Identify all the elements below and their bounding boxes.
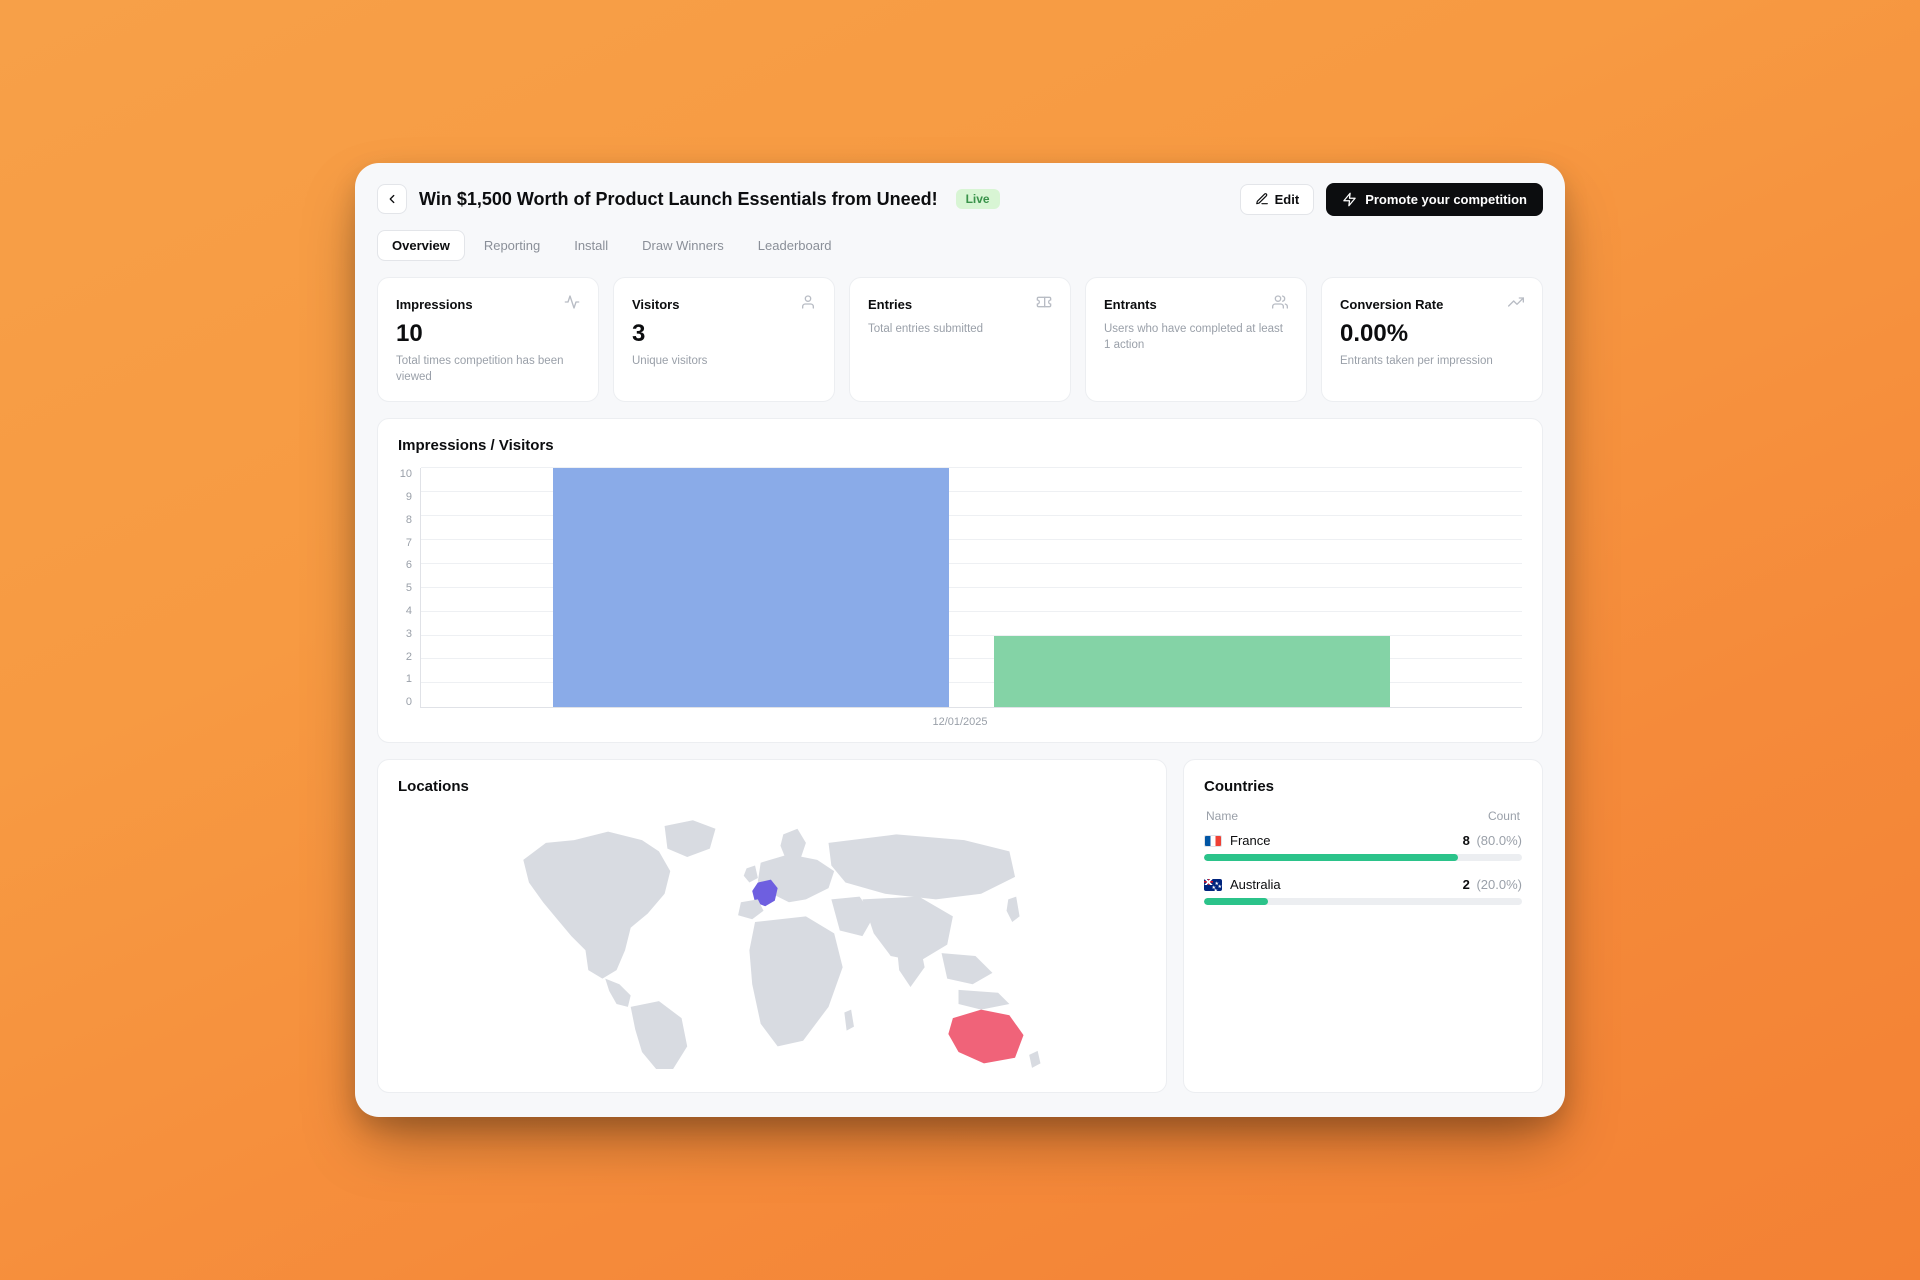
y-tick: 10 (398, 468, 412, 480)
stat-value: 3 (632, 321, 816, 347)
chart-title: Impressions / Visitors (398, 437, 1522, 454)
impressions-visitors-chart: Impressions / Visitors 109876543210 12/0… (377, 418, 1543, 743)
promote-button[interactable]: Promote your competition (1326, 183, 1543, 216)
chevron-left-icon (385, 192, 399, 206)
edit-icon (1255, 192, 1269, 206)
stat-desc: Users who have completed at least 1 acti… (1104, 321, 1288, 353)
y-tick: 5 (398, 582, 412, 594)
stat-entrants: Entrants Users who have completed at lea… (1085, 277, 1307, 403)
tab-overview[interactable]: Overview (377, 230, 465, 261)
tab-draw-winners[interactable]: Draw Winners (627, 230, 739, 261)
country-name: France (1230, 833, 1270, 848)
world-map (398, 809, 1146, 1069)
bar-impressions (553, 468, 949, 707)
tabs: Overview Reporting Install Draw Winners … (377, 230, 1543, 261)
y-tick: 9 (398, 491, 412, 503)
lower-panels: Locations (377, 759, 1543, 1093)
col-name: Name (1206, 809, 1238, 823)
country-row: France 8 (80.0%) (1204, 833, 1522, 861)
countries-header: Name Count (1204, 809, 1522, 833)
map-australia (948, 1010, 1023, 1064)
page-title: Win $1,500 Worth of Product Launch Essen… (419, 189, 938, 210)
tab-leaderboard[interactable]: Leaderboard (743, 230, 847, 261)
countries-body: France 8 (80.0%) Australia 2 (20.0%) (1204, 833, 1522, 905)
stat-label: Visitors (632, 297, 679, 312)
y-tick: 6 (398, 559, 412, 571)
country-pct: (20.0%) (1476, 877, 1522, 892)
dashboard-window: Win $1,500 Worth of Product Launch Essen… (355, 163, 1565, 1118)
col-count: Count (1488, 809, 1520, 823)
stat-cards: Impressions 10 Total times competition h… (377, 277, 1543, 403)
stat-value: 10 (396, 321, 580, 347)
back-button[interactable] (377, 184, 407, 214)
stat-entries: Entries Total entries submitted (849, 277, 1071, 403)
page-header: Win $1,500 Worth of Product Launch Essen… (377, 183, 1543, 216)
panel-title: Countries (1204, 778, 1522, 795)
country-name: Australia (1230, 877, 1281, 892)
stat-desc: Total entries submitted (868, 321, 1052, 337)
user-icon (800, 294, 816, 315)
y-tick: 2 (398, 651, 412, 663)
locations-panel: Locations (377, 759, 1167, 1093)
country-pct: (80.0%) (1476, 833, 1522, 848)
stat-value: 0.00% (1340, 321, 1524, 347)
chart-plot (420, 468, 1522, 708)
country-count: 2 (1463, 877, 1470, 892)
stat-label: Impressions (396, 297, 473, 312)
trending-up-icon (1508, 294, 1524, 315)
tab-install[interactable]: Install (559, 230, 623, 261)
country-count: 8 (1463, 833, 1470, 848)
stat-visitors: Visitors 3 Unique visitors (613, 277, 835, 403)
stat-desc: Unique visitors (632, 353, 816, 369)
users-icon (1272, 294, 1288, 315)
edit-button[interactable]: Edit (1240, 184, 1315, 215)
flag-icon (1204, 879, 1222, 891)
y-tick: 3 (398, 628, 412, 640)
country-row: Australia 2 (20.0%) (1204, 877, 1522, 905)
lightning-icon (1342, 192, 1357, 207)
countries-panel: Countries Name Count France 8 (80.0%) Aust… (1183, 759, 1543, 1093)
y-tick: 7 (398, 537, 412, 549)
ticket-icon (1036, 294, 1052, 315)
stat-label: Conversion Rate (1340, 297, 1443, 312)
chart-y-axis: 109876543210 (398, 468, 420, 708)
country-bar (1204, 898, 1268, 905)
stat-label: Entries (868, 297, 912, 312)
y-tick: 8 (398, 514, 412, 526)
activity-icon (564, 294, 580, 315)
panel-title: Locations (398, 778, 1146, 795)
promote-button-label: Promote your competition (1365, 192, 1527, 207)
stat-impressions: Impressions 10 Total times competition h… (377, 277, 599, 403)
y-tick: 0 (398, 696, 412, 708)
flag-icon (1204, 835, 1222, 847)
status-badge: Live (956, 189, 1000, 209)
stat-conversion: Conversion Rate 0.00% Entrants taken per… (1321, 277, 1543, 403)
stat-desc: Total times competition has been viewed (396, 353, 580, 385)
bar-visitors (994, 636, 1390, 708)
tab-reporting[interactable]: Reporting (469, 230, 555, 261)
country-bar (1204, 854, 1458, 861)
y-tick: 1 (398, 673, 412, 685)
y-tick: 4 (398, 605, 412, 617)
edit-button-label: Edit (1275, 192, 1300, 207)
chart-x-label: 12/01/2025 (398, 716, 1522, 728)
stat-label: Entrants (1104, 297, 1157, 312)
stat-desc: Entrants taken per impression (1340, 353, 1524, 369)
